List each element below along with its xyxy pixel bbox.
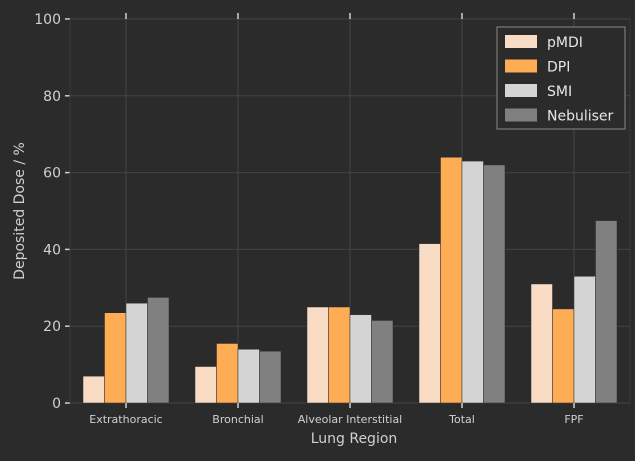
- x-axis-label: Lung Region: [311, 431, 398, 447]
- bars: [82, 156, 618, 404]
- y-tick-label: 0: [52, 396, 61, 412]
- legend: pMDI DPI SMI Nebuliser: [496, 26, 626, 130]
- x-tick-label: FPF: [564, 413, 583, 426]
- bar-smi-bronchial: [237, 348, 260, 404]
- bar-smi-total: [461, 160, 484, 404]
- x-tick-label: Bronchial: [212, 413, 263, 426]
- y-tick-label: 40: [43, 242, 61, 258]
- legend-swatch: [505, 59, 537, 73]
- legend-swatch: [505, 108, 537, 122]
- bar-pmdi-bronchial: [194, 366, 217, 404]
- bar-nebuliser-total: [483, 164, 506, 404]
- bar-dpi-extrathoracic: [104, 312, 127, 404]
- y-tick-label: 80: [43, 89, 61, 105]
- legend-swatch: [505, 84, 537, 97]
- y-axis-label: Deposited Dose / %: [12, 142, 28, 280]
- bar-nebuliser-bronchial: [259, 350, 282, 404]
- bar-nebuliser-fpf: [595, 220, 618, 404]
- bar-pmdi-extrathoracic: [82, 375, 105, 404]
- y-tick-labels: 0 20 40 60 80 100: [34, 12, 61, 412]
- bar-nebuliser-extrathoracic: [147, 297, 170, 404]
- legend-label: DPI: [547, 60, 570, 76]
- x-tick-label: Total: [448, 413, 475, 426]
- x-tick-label: Extrathoracic: [89, 413, 162, 426]
- bar-smi-fpf: [573, 276, 596, 404]
- bar-nebuliser-alveolar-interstitial: [371, 320, 394, 404]
- legend-label: pMDI: [547, 35, 583, 51]
- bar-dpi-bronchial: [216, 343, 239, 404]
- legend-label: Nebuliser: [547, 109, 614, 125]
- x-tick-labels: Extrathoracic Bronchial Alveolar Interstit…: [89, 413, 583, 426]
- y-tick-label: 100: [34, 12, 61, 28]
- bar-dpi-total: [440, 156, 463, 404]
- bar-smi-alveolar-interstitial: [349, 314, 372, 404]
- x-tick-label: Alveolar Interstitial: [298, 413, 403, 426]
- axes: [65, 13, 575, 408]
- bar-smi-extrathoracic: [125, 302, 148, 404]
- legend-swatch: [505, 35, 537, 48]
- legend-label: SMI: [547, 84, 572, 100]
- y-tick-label: 60: [43, 166, 61, 182]
- y-tick-label: 20: [43, 319, 61, 335]
- bar-pmdi-fpf: [530, 283, 553, 404]
- bar-pmdi-total: [418, 243, 441, 404]
- bar-dpi-fpf: [552, 308, 575, 404]
- bar-pmdi-alveolar-interstitial: [306, 306, 329, 404]
- bar-dpi-alveolar-interstitial: [328, 306, 351, 404]
